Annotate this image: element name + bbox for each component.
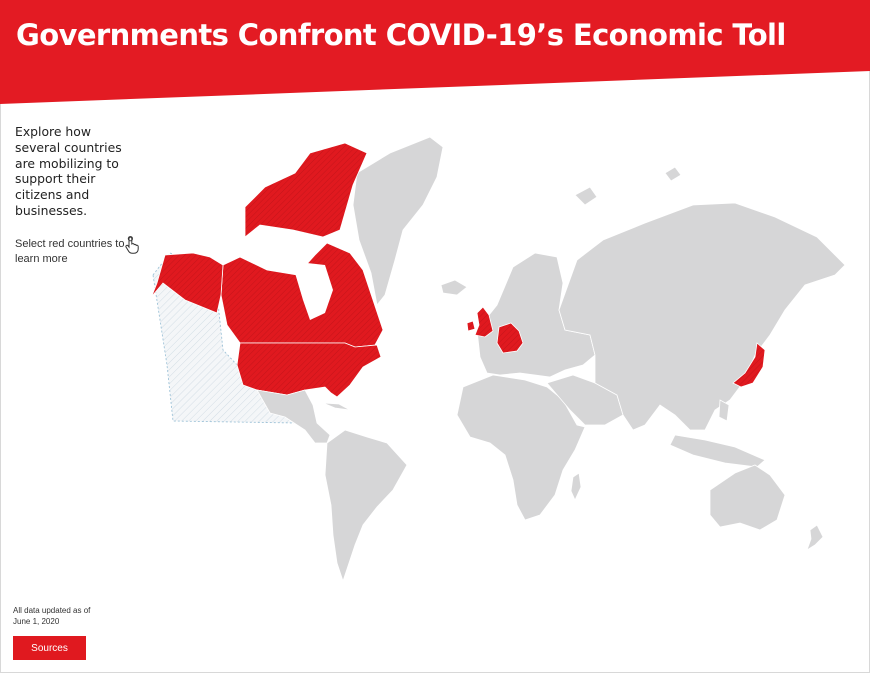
intro-text: Explore how several countries are mobili… (15, 124, 122, 218)
hudson-bay (295, 263, 333, 320)
country-philippines[interactable] (718, 399, 730, 422)
select-hint: Select red countries to learn more (15, 238, 125, 265)
data-updated-note: All data updated as of June 1, 2020 (13, 606, 91, 626)
page-title: Governments Confront COVID-19’s Economic… (16, 18, 786, 52)
continent-south-america[interactable] (324, 429, 408, 583)
country-united-states[interactable] (236, 342, 382, 398)
country-germany[interactable] (496, 322, 524, 354)
country-madagascar[interactable] (570, 472, 582, 501)
hand-pointer-icon (124, 235, 140, 254)
caribbean-islands[interactable] (322, 402, 351, 411)
sources-button[interactable]: Sources (13, 636, 86, 660)
country-australia[interactable] (709, 464, 786, 531)
continent-africa[interactable] (456, 374, 586, 521)
country-greenland[interactable] (352, 136, 444, 306)
country-canada-arctic[interactable] (244, 142, 368, 238)
country-united-kingdom[interactable] (474, 306, 494, 338)
continent-asia[interactable] (558, 202, 846, 431)
country-northern-ireland[interactable] (466, 320, 476, 332)
country-usa-alaska[interactable] (148, 252, 224, 314)
region-southeast-asia[interactable] (669, 434, 766, 468)
header-band (0, 0, 870, 110)
country-iceland[interactable] (440, 279, 468, 296)
country-mexico[interactable] (256, 389, 331, 444)
country-japan[interactable] (732, 342, 766, 388)
country-new-zealand[interactable] (806, 524, 824, 551)
arctic-islands[interactable] (574, 166, 682, 206)
world-map (145, 125, 865, 595)
